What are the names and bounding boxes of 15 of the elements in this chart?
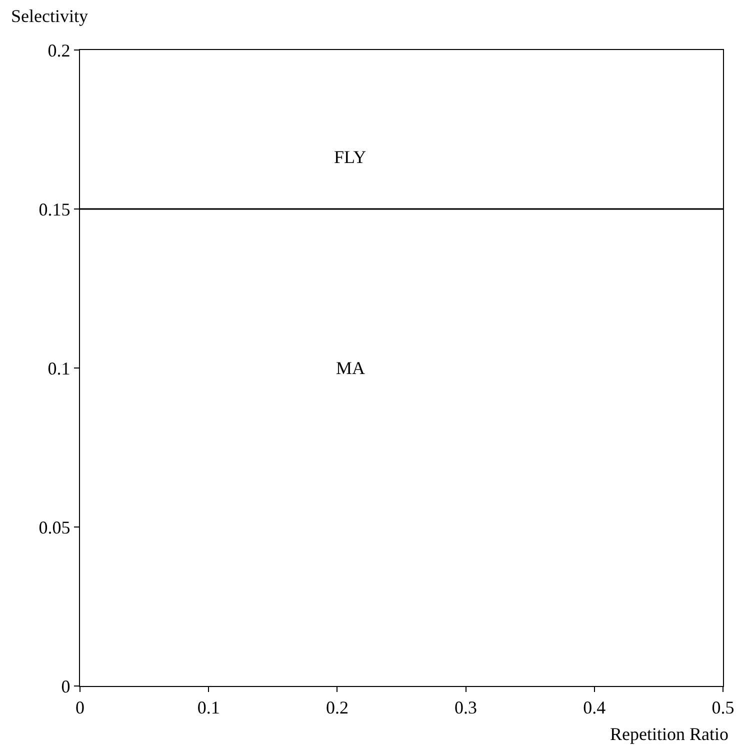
x-axis-title: Repetition Ratio bbox=[610, 724, 728, 744]
y-axis-title: Selectivity bbox=[11, 6, 88, 26]
annotation: FLY bbox=[334, 147, 366, 167]
annotation: MA bbox=[336, 358, 366, 378]
x-tick-label: 0.1 bbox=[197, 698, 220, 718]
x-tick-label: 0.3 bbox=[454, 698, 478, 718]
y-tick-label: 0.2 bbox=[48, 40, 70, 60]
x-tick-label: 0.5 bbox=[712, 698, 734, 718]
y-tick-label: 0.15 bbox=[38, 199, 70, 220]
x-tick-label: 0 bbox=[76, 698, 84, 718]
y-tick-label: 0.05 bbox=[38, 517, 70, 538]
y-tick-label: 0 bbox=[61, 676, 70, 696]
x-tick-label: 0.2 bbox=[326, 698, 348, 718]
y-tick-label: 0.1 bbox=[48, 358, 70, 378]
x-tick-label: 0.4 bbox=[583, 698, 606, 718]
